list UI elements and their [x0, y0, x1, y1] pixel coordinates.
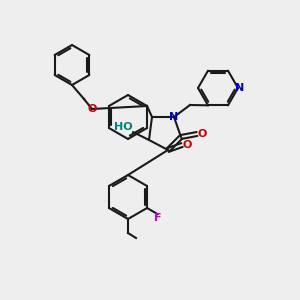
Text: N: N	[169, 112, 178, 122]
Text: O: O	[87, 104, 97, 114]
Text: F: F	[154, 213, 161, 223]
Text: N: N	[236, 83, 244, 93]
Text: HO: HO	[114, 122, 132, 132]
Text: O: O	[182, 140, 192, 150]
Text: O: O	[197, 129, 207, 139]
